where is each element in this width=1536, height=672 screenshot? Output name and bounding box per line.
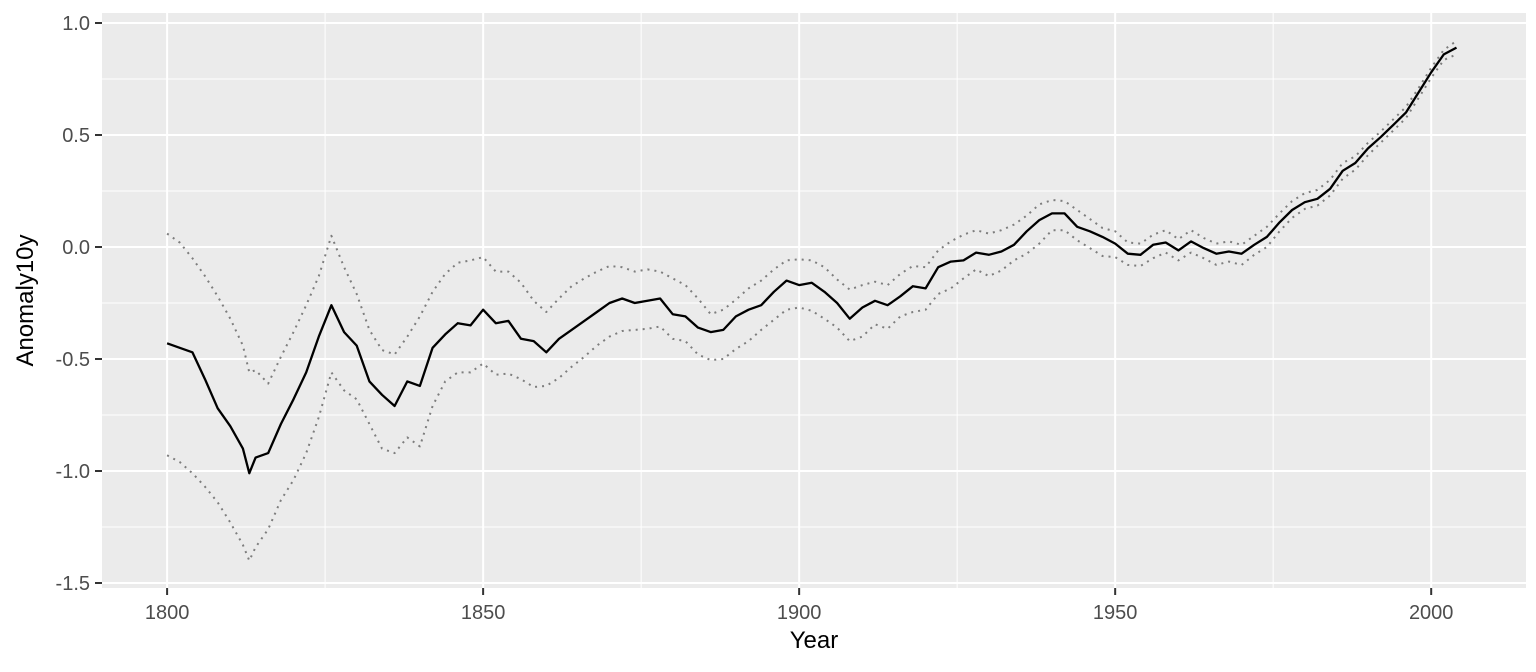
- y-tick-label: 1.0: [62, 13, 90, 35]
- y-tick-label: -1.0: [56, 461, 90, 483]
- y-tick-label: 0.0: [62, 237, 90, 259]
- y-tick-label: -0.5: [56, 349, 90, 371]
- y-tick-label: 0.5: [62, 125, 90, 147]
- x-tick-label: 1900: [777, 602, 822, 624]
- x-tick-label: 1950: [1093, 602, 1138, 624]
- x-tick-label: 1800: [145, 602, 190, 624]
- y-axis-title: Anomaly10y: [12, 234, 39, 367]
- y-tick-label: -1.5: [56, 573, 90, 595]
- upper_bound-line: [166, 40, 1458, 385]
- panel-background: [102, 13, 1526, 588]
- x-tick-label: 1850: [461, 602, 506, 624]
- anomaly10y-line: [166, 46, 1458, 475]
- x-axis-title: Year: [789, 627, 839, 654]
- x-tick-label: 2000: [1409, 602, 1454, 624]
